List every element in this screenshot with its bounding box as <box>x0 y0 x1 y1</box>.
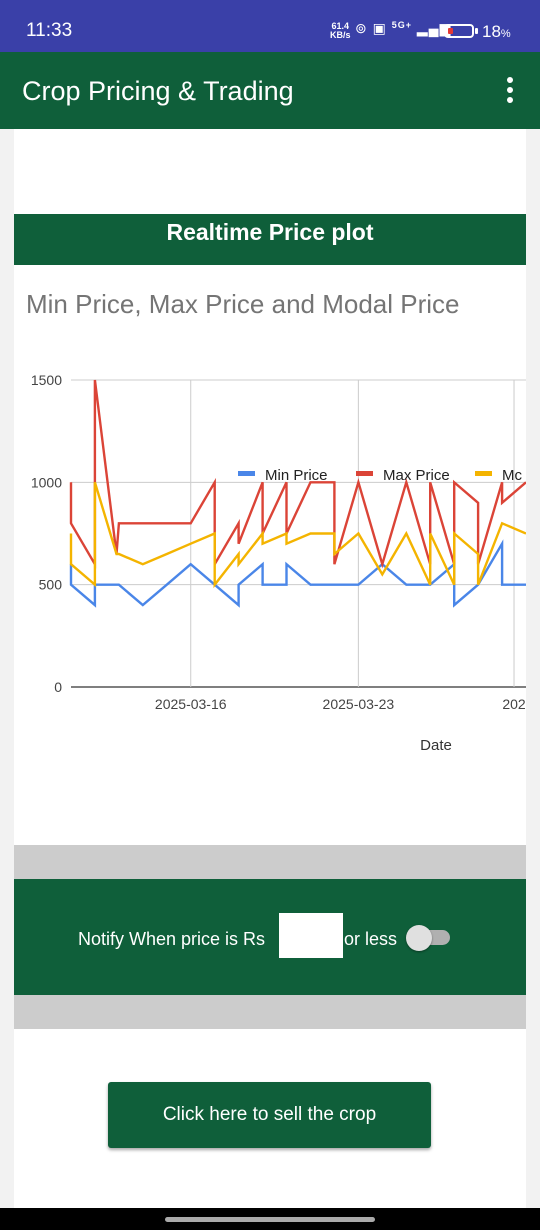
y-tick-label: 0 <box>54 679 62 695</box>
status-time: 11:33 <box>26 20 73 41</box>
series-line-1 <box>69 379 526 569</box>
app-bar: Crop Pricing & Trading <box>0 52 540 129</box>
plot-header: Realtime Price plot <box>14 214 526 265</box>
sell-crop-button[interactable]: Click here to sell the crop <box>108 1082 431 1148</box>
legend-label-1: Max Price <box>383 467 450 484</box>
app-title: Crop Pricing & Trading <box>22 76 294 106</box>
legend-label-2: Mc <box>502 467 522 484</box>
x-tick-label: 2025-03-16 <box>155 696 227 712</box>
y-tick-label: 1000 <box>31 474 62 490</box>
y-tick-label: 1500 <box>31 372 62 388</box>
main-content[interactable]: Realtime Price plot Min Price, Max Price… <box>0 129 540 1208</box>
chart-legend: Min Price Max Price Mc <box>238 467 522 484</box>
chart-grid <box>71 379 526 688</box>
legend-label-0: Min Price <box>265 467 328 484</box>
notify-price-input[interactable] <box>279 913 343 958</box>
toggle-thumb <box>406 925 432 951</box>
chart-axes: 0 500 1000 1500 2025-03-16 2025-03-23 202 Date <box>31 372 526 754</box>
sync-icon: ⊚ <box>355 20 368 36</box>
y-tick-label: 500 <box>39 577 63 593</box>
x-tick-label: 2025-03-23 <box>323 696 395 712</box>
net-speed: 61.4 KB/s <box>330 21 351 40</box>
network-type: 5G+ <box>391 20 413 30</box>
navigation-bar <box>0 1208 540 1230</box>
divider-band-top <box>14 845 526 879</box>
series-line-0 <box>69 539 526 608</box>
chart-title: Min Price, Max Price and Modal Price <box>26 289 460 319</box>
notify-suffix: or less <box>344 929 398 949</box>
volte-icon: ▣ <box>372 20 387 36</box>
legend-swatch-1 <box>356 471 373 476</box>
status-bar: 11:33 61.4 KB/s ⊚ ▣ 5G+ ▂▄▆ 18% <box>0 0 540 52</box>
battery-nub <box>475 28 478 34</box>
signal-icons: ⊚ ▣ 5G+ ▂▄▆ <box>355 20 451 37</box>
legend-swatch-2 <box>475 471 492 476</box>
notify-panel: Notify When price is Rs or less <box>14 879 526 995</box>
notify-toggle[interactable] <box>406 925 450 951</box>
home-gesture-pill[interactable] <box>165 1217 375 1222</box>
chart-series <box>69 379 526 608</box>
series-line-2 <box>69 481 526 589</box>
left-gutter <box>0 129 14 1208</box>
x-axis-title: Date <box>420 737 452 754</box>
legend-swatch-0 <box>238 471 255 476</box>
x-tick-label: 202 <box>502 696 526 712</box>
more-vert-icon[interactable] <box>500 77 520 107</box>
battery-percent: 18% <box>482 22 511 41</box>
divider-band-bottom <box>14 995 526 1029</box>
right-gutter <box>526 129 540 1208</box>
signal-icon: ▂▄▆ <box>416 20 452 36</box>
notify-label: Notify When price is Rs <box>78 929 266 949</box>
battery-icon <box>444 24 474 38</box>
